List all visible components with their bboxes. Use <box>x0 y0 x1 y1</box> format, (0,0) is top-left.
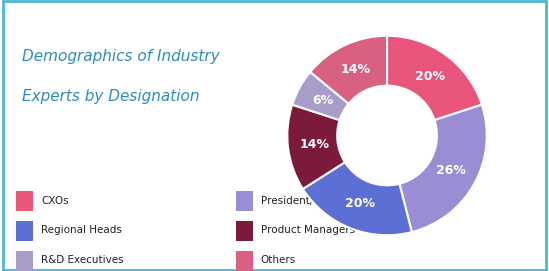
Bar <box>16 221 33 241</box>
Text: Demographics of Industry: Demographics of Industry <box>22 49 220 64</box>
Wedge shape <box>310 36 387 104</box>
Wedge shape <box>303 162 412 235</box>
Bar <box>236 221 253 241</box>
Wedge shape <box>400 105 487 232</box>
Text: 6%: 6% <box>313 94 334 107</box>
Bar <box>236 191 253 211</box>
Text: Experts by Designation: Experts by Designation <box>22 89 199 104</box>
Text: R&D Executives: R&D Executives <box>41 255 124 265</box>
Text: President/Vice Presidents: President/Vice Presidents <box>261 196 393 205</box>
Bar <box>16 251 33 271</box>
Text: Regional Heads: Regional Heads <box>41 225 122 235</box>
Bar <box>16 191 33 211</box>
Wedge shape <box>287 105 345 189</box>
Text: Others: Others <box>261 255 296 265</box>
Text: CXOs: CXOs <box>41 196 69 205</box>
Text: Product Managers: Product Managers <box>261 225 355 235</box>
Bar <box>236 251 253 271</box>
Text: 20%: 20% <box>415 70 445 83</box>
Text: 20%: 20% <box>345 197 376 210</box>
Wedge shape <box>292 72 349 120</box>
Text: 14%: 14% <box>341 63 371 76</box>
Wedge shape <box>387 36 482 120</box>
Text: 26%: 26% <box>436 164 466 177</box>
Text: 14%: 14% <box>300 138 330 151</box>
